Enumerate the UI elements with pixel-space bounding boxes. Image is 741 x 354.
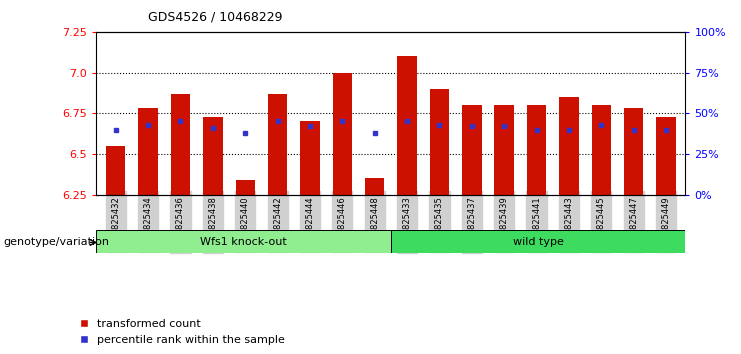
Bar <box>430 89 449 195</box>
Bar <box>365 178 385 195</box>
Legend: transformed count, percentile rank within the sample: transformed count, percentile rank withi… <box>79 319 285 345</box>
Bar <box>236 180 255 195</box>
Bar <box>170 94 190 195</box>
Bar <box>203 116 222 195</box>
Bar <box>333 73 352 195</box>
Text: wild type: wild type <box>513 236 564 247</box>
Bar <box>391 230 685 253</box>
Bar <box>139 108 158 195</box>
Text: GDS4526 / 10468229: GDS4526 / 10468229 <box>148 11 283 24</box>
Bar <box>527 105 546 195</box>
Bar <box>106 146 125 195</box>
Bar <box>591 105 611 195</box>
Text: genotype/variation: genotype/variation <box>4 238 110 247</box>
Bar <box>657 116 676 195</box>
Bar <box>96 230 391 253</box>
Bar <box>268 94 288 195</box>
Bar <box>397 56 416 195</box>
Text: Wfs1 knock-out: Wfs1 knock-out <box>200 236 287 247</box>
Bar <box>462 105 482 195</box>
Bar <box>559 97 579 195</box>
Bar <box>300 121 319 195</box>
Bar <box>494 105 514 195</box>
Bar <box>624 108 643 195</box>
